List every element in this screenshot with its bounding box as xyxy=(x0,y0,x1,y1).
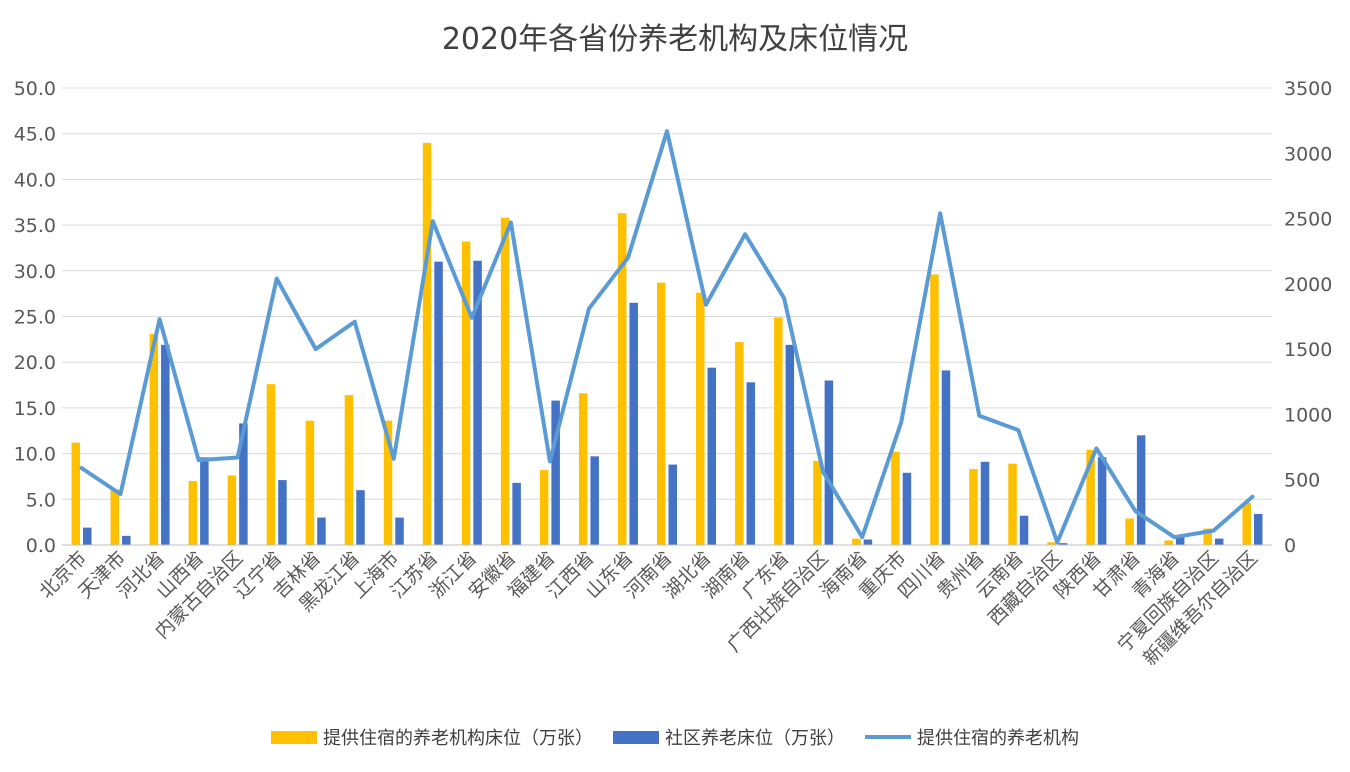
left-tick-label: 50.0 xyxy=(14,78,56,100)
bar-beds xyxy=(1203,528,1212,545)
legend-swatch-institutions xyxy=(865,735,911,739)
bar-beds xyxy=(149,333,159,545)
left-tick-label: 5.0 xyxy=(26,489,56,511)
bar-community xyxy=(239,423,248,545)
bar-beds xyxy=(735,342,744,545)
bar-beds xyxy=(1008,463,1017,545)
bar-beds xyxy=(188,481,198,545)
bar-community xyxy=(590,456,599,545)
right-tick-label: 0 xyxy=(1284,535,1296,557)
bar-beds xyxy=(930,274,939,545)
bar-community xyxy=(122,535,131,545)
legend-item-community: 社区养老床位（万张） xyxy=(613,724,845,750)
bar-community xyxy=(512,482,521,545)
bar-beds xyxy=(539,470,549,545)
chart-legend: 提供住宿的养老机构床位（万张） 社区养老床位（万张） 提供住宿的养老机构 xyxy=(0,724,1350,750)
bar-beds xyxy=(657,282,666,545)
bar-beds xyxy=(813,460,822,545)
right-tick-label: 2500 xyxy=(1284,209,1332,231)
bar-beds xyxy=(578,393,588,545)
bar-beds xyxy=(110,489,120,545)
legend-swatch-community xyxy=(613,730,659,744)
left-tick-label: 30.0 xyxy=(14,261,56,283)
bar-beds xyxy=(305,420,315,545)
bar-community xyxy=(902,472,912,545)
bar-beds xyxy=(1086,449,1095,545)
chart-title: 2020年各省份养老机构及床位情况 xyxy=(441,22,909,57)
legend-item-institutions: 提供住宿的养老机构 xyxy=(865,724,1079,750)
bar-beds xyxy=(891,451,900,545)
bar-beds xyxy=(383,420,393,545)
bar-beds xyxy=(344,395,354,545)
bar-beds xyxy=(1164,540,1173,545)
right-tick-label: 500 xyxy=(1284,470,1320,492)
bar-beds xyxy=(227,475,237,545)
legend-label-beds: 提供住宿的养老机构床位（万张） xyxy=(323,728,593,749)
bar-community xyxy=(1136,435,1146,545)
bar-beds xyxy=(774,317,783,545)
bar-community xyxy=(161,344,170,545)
bar-beds xyxy=(969,469,978,545)
left-tick-label: 35.0 xyxy=(14,215,56,237)
bar-community xyxy=(1253,513,1263,545)
bar-beds xyxy=(422,142,432,545)
bar-community xyxy=(395,517,404,545)
bar-community xyxy=(629,302,638,545)
bar-beds xyxy=(266,384,276,545)
bar-community xyxy=(473,260,482,545)
bar-community xyxy=(980,461,990,545)
bar-community xyxy=(434,261,443,545)
bar-beds xyxy=(696,292,705,545)
bar-beds xyxy=(1125,518,1134,545)
bar-community xyxy=(941,370,951,545)
legend-item-beds: 提供住宿的养老机构床位（万张） xyxy=(271,724,593,750)
bar-community xyxy=(1097,457,1107,545)
bar-beds xyxy=(852,538,861,545)
legend-label-institutions: 提供住宿的养老机构 xyxy=(917,728,1079,749)
bar-beds xyxy=(71,442,81,545)
legend-swatch-beds xyxy=(271,730,317,744)
right-tick-label: 3500 xyxy=(1284,78,1332,100)
bar-community xyxy=(1214,538,1224,545)
bar-community xyxy=(824,380,834,545)
bar-community xyxy=(200,457,209,545)
bar-community xyxy=(746,382,756,545)
left-tick-label: 10.0 xyxy=(14,444,56,466)
line-institutions xyxy=(79,129,1255,545)
bar-beds xyxy=(1047,542,1056,545)
bar-beds xyxy=(461,241,471,545)
bar-beds xyxy=(500,217,510,545)
bar-community xyxy=(1019,515,1029,545)
legend-label-community: 社区养老床位（万张） xyxy=(665,728,845,749)
bar-community xyxy=(668,464,677,545)
left-tick-label: 20.0 xyxy=(14,352,56,374)
bar-community xyxy=(83,527,92,545)
right-tick-label: 1000 xyxy=(1284,404,1332,426)
bar-community xyxy=(278,480,287,545)
left-tick-label: 40.0 xyxy=(14,169,56,191)
bar-community xyxy=(1175,535,1185,545)
left-tick-label: 25.0 xyxy=(14,307,56,329)
left-tick-label: 45.0 xyxy=(14,124,56,146)
bar-community xyxy=(863,539,873,545)
bar-community xyxy=(1058,543,1068,545)
bar-community xyxy=(317,517,326,545)
right-tick-label: 2000 xyxy=(1284,274,1332,296)
bar-community xyxy=(707,367,717,545)
bar-community xyxy=(551,400,560,545)
right-tick-label: 1500 xyxy=(1284,339,1332,361)
left-tick-label: 0.0 xyxy=(26,535,56,557)
bar-community xyxy=(785,344,795,545)
right-tick-label: 3000 xyxy=(1284,143,1332,165)
left-tick-label: 15.0 xyxy=(14,398,56,420)
bar-beds xyxy=(1242,502,1251,545)
bar-community xyxy=(356,490,365,545)
bar-beds xyxy=(617,213,627,545)
